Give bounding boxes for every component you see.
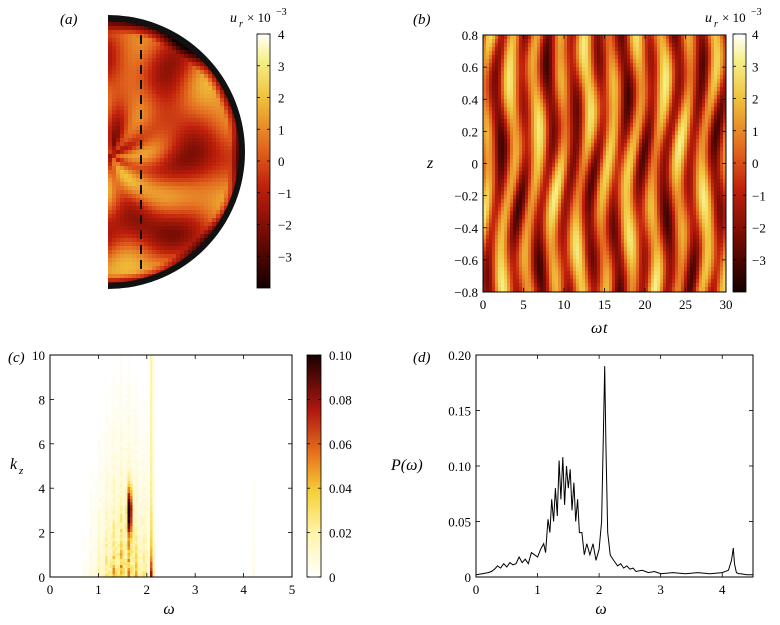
panel-b-colorbar-tick-label: 1 — [752, 124, 759, 139]
panel-b-colorbar-tick-label: 2 — [752, 92, 759, 107]
panel-d-label: (d) — [413, 350, 431, 366]
panel-d-xtick-label: 3 — [657, 582, 664, 597]
panel-b-xlabel-main: ω — [591, 320, 602, 337]
panel-c-label: (c) — [8, 350, 25, 366]
panel-c-ylabel-main: k — [10, 456, 18, 473]
panel-c-ytick-label: 2 — [39, 526, 46, 541]
panel-c-ytick-label-zero: 0 — [39, 570, 46, 585]
panel-a-colorbar-label-exp: −3 — [276, 7, 287, 18]
panel-b-ytick-label: −0.6 — [454, 253, 478, 268]
panel-c-xtick-label: 3 — [192, 582, 199, 597]
panel-a-colorbar-label-suffix: × 10 — [247, 10, 271, 25]
panel-b-label: (b) — [413, 12, 431, 28]
panel-b-colorbar-tick-label: 3 — [752, 59, 759, 74]
panel-a-colorbar-tick-label: 3 — [278, 59, 285, 74]
panel-c-colorbar-tick-label: 0.04 — [329, 481, 352, 496]
panel-a-boundary — [107, 15, 245, 289]
panel-a-colorbar-tick-label: 0 — [278, 154, 285, 169]
panel-b-colorbar-tick-label: −3 — [752, 253, 766, 268]
panel-a-colorbar-tick-label: 4 — [278, 27, 285, 42]
panel-c-xlabel: ω — [163, 601, 174, 618]
panel-c-colorbar-tick-label: 0 — [329, 570, 336, 585]
panel-c-ytick-label: 10 — [32, 348, 45, 363]
panel-a-colorbar-label-sub: r — [239, 19, 243, 30]
panel-a-field — [108, 18, 242, 286]
panel-b-ytick-label: 0.8 — [462, 28, 478, 43]
panel-c-colorbar-tick-label: 0.02 — [329, 526, 352, 541]
panel-b-colorbar-tick-label: 4 — [752, 27, 759, 42]
panel-d-ytick-label: 0.05 — [448, 515, 471, 530]
panel-a-label: (a) — [60, 12, 78, 28]
panel-b-colorbar-tick-label: −2 — [752, 221, 766, 236]
panel-d-xlabel: ω — [595, 601, 606, 618]
panel-b-ytick-label: 0 — [472, 157, 479, 172]
panel-b-ytick-label: 0.2 — [462, 124, 478, 139]
panel-c-colorbar-tick-label: 0.06 — [329, 437, 352, 452]
panel-b-xtick-label: 25 — [679, 297, 692, 312]
panel-b-ytick-label: 0.6 — [462, 60, 479, 75]
panel-d: (d) 0 1 2 3 4 0.20 0.15 0.10 0.05 0 P(ω) ω — [390, 348, 754, 618]
panel-b-ytick-label: −0.8 — [454, 285, 478, 300]
panel-d-ylabel: P(ω) — [390, 457, 423, 474]
panel-b-xtick-label: 10 — [558, 297, 571, 312]
panel-d-xtick-label: 2 — [596, 582, 603, 597]
panel-b-xtick-label: 20 — [639, 297, 652, 312]
panel-d-ytick-label: 0.20 — [448, 348, 471, 363]
panel-c-ytick-label: 4 — [39, 481, 46, 496]
panel-b-colorbar-label-sub: r — [714, 19, 718, 30]
panel-d-xtick-label: 4 — [719, 582, 726, 597]
panel-b-xtick-label: 5 — [520, 297, 527, 312]
panel-b-ytick-label: −0.4 — [454, 221, 478, 236]
panel-b-xtick-label: 30 — [720, 297, 733, 312]
panel-c-frame — [49, 354, 293, 578]
panel-b-ytick-label: −0.2 — [454, 189, 478, 204]
panel-b-colorbar-label-main: u — [705, 11, 712, 26]
panel-d-ytick-label: 0.15 — [448, 404, 471, 419]
panel-b-colorbar-label-exp: −3 — [751, 7, 762, 18]
panel-b-colorbar-ticks: 4 3 2 1 0 −1 −2 −3 — [733, 27, 766, 268]
panel-c: (c) 0 1 2 3 4 5 10 8 6 4 2 0 k z ω 0.10 0.08 0.06 0.04… — [8, 348, 352, 618]
panel-a-colorbar-tick-label: −2 — [278, 218, 292, 233]
panel-c-xtick-label: 0 — [47, 582, 54, 597]
panel-d-ytick-label-zero: 0 — [465, 570, 472, 585]
panel-c-ytick-label: 8 — [39, 392, 46, 407]
panel-a-colorbar-tick-label: 1 — [278, 122, 285, 137]
panel-c-xtick-label: 2 — [144, 582, 151, 597]
panel-b-colorbar-tick-label: 0 — [752, 156, 759, 171]
panel-a-colorbar-tick-label: −3 — [278, 249, 292, 264]
panel-d-series-line — [476, 366, 753, 576]
panel-a-colorbar-label-main: u — [230, 11, 237, 26]
panel-b-ytick-label: 0.4 — [462, 92, 479, 107]
panel-d-ytick-label: 0.10 — [448, 459, 471, 474]
panel-b-axes: 0 5 10 15 20 25 30 0.8 0.6 0.4 0.2 0 −0.2 −0.4 −0.6 −0.… — [454, 28, 732, 312]
panel-c-ytick-label: 6 — [39, 437, 46, 452]
panel-b: (b) 0 5 10 15 20 25 300.80.60.40.20−0.2−0.4−0.… — [413, 7, 766, 337]
panel-c-colorbar-tick-label: 0.10 — [329, 348, 352, 363]
panel-b-xtick-label: 15 — [598, 297, 611, 312]
panel-c-colorbar-tick-label: 0.08 — [329, 392, 352, 407]
panel-d-xtick-label: 0 — [473, 582, 480, 597]
panel-b-xtick-label: 0 — [480, 297, 487, 312]
panel-c-xtick-label: 1 — [95, 582, 102, 597]
panel-d-xtick-label: 1 — [534, 582, 541, 597]
panel-a-colorbar-tick-label: −1 — [278, 186, 292, 201]
panel-a: (a) u r × 10 −3 4 3 2 1 0 −1 −2 −3 — [60, 7, 292, 289]
panel-c-field — [50, 355, 292, 577]
panel-b-colorbar-label-suffix: × 10 — [722, 10, 746, 25]
panel-b-xlabel-italic: t — [603, 320, 608, 337]
panel-d-axes: 0 1 2 3 4 0.20 0.15 0.10 0.05 0 — [448, 348, 753, 597]
panel-b-field — [483, 35, 726, 292]
panel-c-colorbar-ticks: 0.10 0.08 0.06 0.04 0.02 0 — [307, 348, 352, 585]
panel-c-axes: 0 1 2 3 4 5 10 8 6 4 2 0 — [32, 348, 295, 597]
panel-b-ylabel: z — [426, 155, 434, 172]
panel-a-colorbar-tick-label: 2 — [278, 91, 285, 106]
panel-c-colorbar — [306, 354, 322, 578]
panel-b-colorbar-tick-label: −1 — [752, 188, 766, 203]
panel-c-xtick-label: 4 — [240, 582, 247, 597]
panel-d-frame — [475, 354, 754, 578]
panel-c-ylabel-sub: z — [18, 465, 24, 477]
panel-c-xtick-label: 5 — [289, 582, 296, 597]
panel-a-colorbar-ticks: 4 3 2 1 0 −1 −2 −3 — [257, 27, 292, 264]
